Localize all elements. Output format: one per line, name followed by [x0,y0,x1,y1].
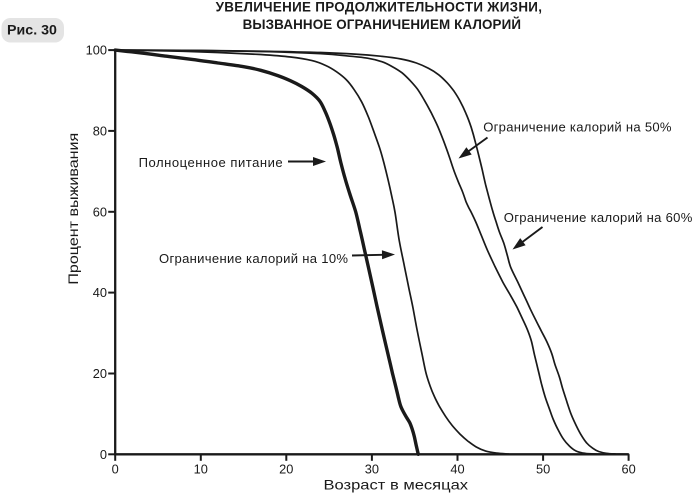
svg-text:Процент выживания: Процент выживания [65,133,81,285]
svg-text:20: 20 [93,366,107,381]
svg-text:60: 60 [93,204,107,219]
svg-text:30: 30 [365,461,379,476]
svg-text:40: 40 [450,461,464,476]
svg-text:Ограничение калорий на 60%: Ограничение калорий на 60% [504,210,693,225]
svg-text:УВЕЛИЧЕНИЕ ПРОДОЛЖИТЕЛЬНОСТИ Ж: УВЕЛИЧЕНИЕ ПРОДОЛЖИТЕЛЬНОСТИ ЖИЗНИ, [216,0,542,15]
svg-text:80: 80 [93,124,107,139]
svg-text:20: 20 [279,461,293,476]
svg-text:100: 100 [86,43,107,58]
svg-text:Ограничение калорий на 10%: Ограничение калорий на 10% [159,251,348,266]
svg-text:Возраст в месяцах: Возраст в месяцах [323,477,468,493]
svg-text:Рис. 30: Рис. 30 [7,22,57,38]
svg-text:0: 0 [100,447,107,462]
svg-text:40: 40 [93,285,107,300]
svg-text:ВЫЗВАННОЕ ОГРАНИЧЕНИЕМ КАЛОРИЙ: ВЫЗВАННОЕ ОГРАНИЧЕНИЕМ КАЛОРИЙ [243,17,521,32]
svg-text:10: 10 [194,461,208,476]
svg-text:0: 0 [112,461,119,476]
svg-text:Полноценное питание: Полноценное питание [139,155,283,170]
svg-text:Ограничение калорий на 50%: Ограничение калорий на 50% [483,120,672,135]
svg-text:60: 60 [621,461,635,476]
svg-text:50: 50 [536,461,550,476]
